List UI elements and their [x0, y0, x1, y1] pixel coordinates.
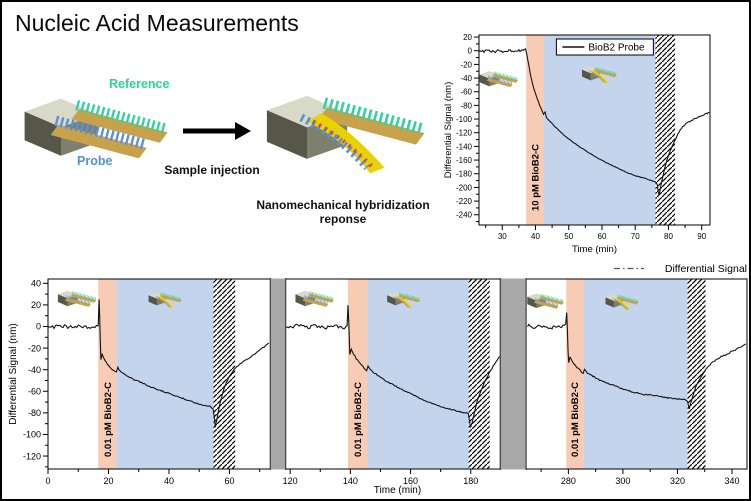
hybridization-band [543, 35, 656, 225]
y-axis-label: Differential Signal (nm) [8, 323, 19, 425]
hybridization-caption-line2: reponse [319, 211, 367, 226]
y-tick-label: -60 [28, 387, 41, 397]
y-tick-label: -140 [456, 142, 473, 151]
y-tick-label: -180 [456, 170, 473, 179]
y-tick-label: -240 [456, 211, 473, 220]
y-tick-label: -120 [456, 129, 473, 138]
x-tick-label: 160 [403, 476, 418, 486]
legend-label: Differential Signal [665, 263, 747, 275]
hybridization-band [583, 279, 688, 469]
y-tick-label: -40 [460, 74, 472, 83]
x-tick-label: 40 [531, 232, 540, 241]
x-tick-label: 60 [598, 232, 607, 241]
x-tick-label: 40 [164, 476, 174, 486]
axis-break-band [270, 278, 286, 470]
probe-label: Probe [77, 154, 113, 168]
plot-frame [478, 34, 711, 226]
y-tick-label: 20 [31, 300, 41, 310]
x-tick-label: 140 [343, 476, 358, 486]
hybridization-caption-line1: Nanomechanical hybridization [256, 198, 430, 212]
injection-band-label: 0.01 pM BioB2-C [103, 382, 114, 457]
injection-band [566, 279, 584, 469]
x-tick-label: 120 [283, 476, 298, 486]
x-tick-label: 30 [498, 232, 507, 241]
x-tick-label: 80 [664, 232, 673, 241]
regeneration-hatch-band [655, 35, 676, 225]
hybridization-band [366, 279, 469, 469]
arrow-head-icon [235, 122, 251, 140]
y-tick-label: -80 [460, 101, 472, 110]
y-tick-label: 40 [31, 279, 41, 289]
x-tick-label: 20 [103, 476, 113, 486]
x-tick-label: 320 [670, 476, 685, 486]
reference-label: Reference [109, 77, 170, 91]
cantilever-hybridized-illustration [264, 87, 436, 185]
x-tick-label: 340 [724, 476, 739, 486]
x-axis-label: Time (min) [374, 485, 421, 496]
y-tick-label: -80 [28, 408, 41, 418]
signal-trace [48, 299, 270, 428]
signal-trace [285, 305, 501, 428]
axis-break-band [500, 278, 527, 470]
legend-label: BioB2 Probe [588, 43, 645, 54]
injection-band [526, 35, 544, 225]
sample-injection-caption: Sample injection [164, 163, 260, 177]
signal-trace [527, 312, 746, 410]
x-axis-label: Time (min) [572, 244, 617, 255]
bottom-chart: 0 20 40 60 120 140 160 180 280 300 320 340 40 20 0 -20 -… [8, 263, 748, 496]
sample-injection-arrow [183, 122, 251, 140]
y-tick-label: -160 [456, 156, 473, 165]
x-tick-label: 60 [224, 476, 234, 486]
x-tick-label: 70 [631, 232, 640, 241]
y-tick-label: -20 [460, 60, 472, 69]
y-tick-label: -60 [460, 88, 472, 97]
y-axis-label: Differential Signal (nm) [443, 82, 454, 178]
regeneration-hatch-band [468, 279, 490, 469]
y-tick-label: -220 [456, 197, 473, 206]
hybridization-caption: Nanomechanical hybridization reponse [247, 198, 439, 227]
x-tick-label: 280 [561, 476, 576, 486]
x-tick-label: 180 [463, 476, 478, 486]
y-tick-label: 0 [468, 47, 473, 56]
y-tick-label: -200 [456, 183, 473, 192]
injection-band-label: 10 pM BioB2-C [530, 144, 541, 211]
regeneration-hatch-band [687, 279, 706, 469]
signal-trace [479, 47, 710, 197]
x-tick-label: 50 [564, 232, 573, 241]
injection-band-label: 0.01 pM BioB2-C [353, 382, 364, 457]
y-tick-label: -100 [456, 115, 473, 124]
sensor-diagram: Reference Probe Sample injection Nanomec… [2, 42, 450, 257]
injection-band [98, 279, 117, 469]
x-tick-label: 0 [45, 476, 50, 486]
page-title: Nucleic Acid Measurements [15, 10, 299, 36]
regeneration-hatch-band [213, 279, 236, 469]
y-tick-label: -20 [28, 343, 41, 353]
hybridization-band [116, 279, 214, 469]
top-chart: 30 40 50 60 70 80 90 20 0 -20 -40 -60 -80 -100 -120 -14… [443, 33, 711, 255]
y-tick-label: 20 [463, 33, 472, 42]
x-tick-label: 300 [615, 476, 630, 486]
injection-band-label: 0.01 pM BioB2-C [570, 382, 581, 457]
y-tick-label: 0 [36, 322, 41, 332]
y-tick-label: -100 [23, 430, 41, 440]
y-tick-label: -40 [28, 365, 41, 375]
injection-band [347, 279, 367, 469]
x-tick-label: 90 [697, 232, 706, 241]
legend-box [555, 38, 654, 56]
plot-frame [47, 278, 748, 470]
y-tick-label: -120 [23, 451, 41, 461]
